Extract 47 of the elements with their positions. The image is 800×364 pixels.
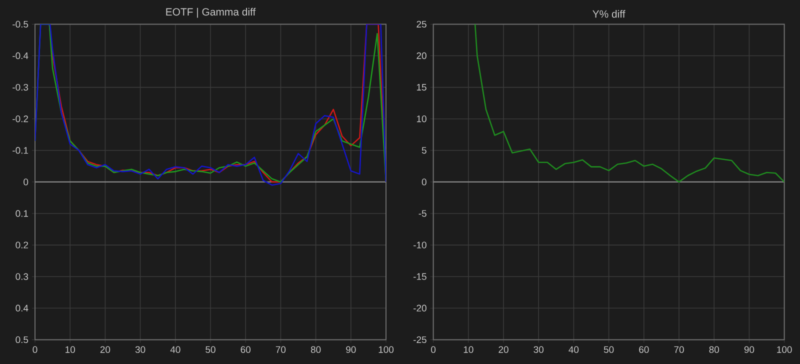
y-tick-label: 0	[24, 178, 28, 186]
line-series	[474, 24, 784, 183]
y-tick-label: -0.5	[12, 20, 28, 28]
y-tick-label: 0.3	[16, 273, 28, 280]
y-tick-label: -5	[418, 210, 426, 217]
x-tick-label: 30	[135, 346, 146, 353]
x-tick-label: 20	[498, 346, 508, 353]
y-tick-label: -0.1	[12, 147, 28, 154]
y-tick-label: 25	[416, 20, 426, 28]
x-tick-label: 50	[206, 346, 216, 353]
x-tick-label: 10	[66, 346, 75, 353]
x-tick-label: 100	[378, 346, 394, 353]
y-tick-label: 5	[422, 147, 426, 154]
x-tick-label: 20	[100, 346, 110, 353]
x-tick-label: 50	[604, 346, 614, 353]
y-tick-label: 0.1	[16, 210, 28, 217]
chart-title: EOTF | Gamma diff	[166, 8, 256, 18]
y-tick-label: 0	[422, 178, 426, 186]
y-tick-label: 10	[416, 116, 426, 122]
x-tick-label: 60	[639, 346, 649, 353]
y-tick-label: 20	[416, 52, 426, 60]
x-tick-label: 70	[674, 346, 684, 353]
x-tick-label: 40	[568, 346, 579, 353]
x-tick-label: 80	[310, 346, 321, 353]
x-tick-label: 80	[709, 346, 719, 353]
y-tick-label: 15	[416, 84, 426, 91]
x-tick-label: 70	[276, 346, 286, 353]
x-tick-label: 40	[170, 346, 180, 353]
x-tick-label: 10	[464, 346, 474, 353]
y-tick-label: -15	[414, 273, 426, 280]
y-tick-label: 0.4	[16, 304, 28, 312]
x-tick-label: 90	[346, 346, 356, 353]
x-tick-label: 60	[240, 346, 250, 353]
x-tick-label: 100	[777, 346, 792, 353]
y-tick-label: -10	[414, 242, 426, 248]
y-tick-label: -25	[414, 336, 426, 344]
x-tick-label: 0	[431, 346, 436, 353]
y-tick-label: 0.2	[16, 242, 28, 248]
y-tick-label: 0.5	[16, 336, 28, 344]
x-tick-label: 30	[534, 346, 544, 353]
chart-title: Y% diff	[592, 10, 626, 18]
y-tick-label: -0.3	[12, 84, 28, 91]
y-tick-label: -0.4	[12, 52, 28, 60]
x-tick-label: 90	[744, 346, 754, 353]
y-tick-label: -0.2	[12, 116, 28, 122]
x-tick-label: 0	[32, 346, 38, 353]
y-tick-label: -20	[414, 304, 426, 312]
